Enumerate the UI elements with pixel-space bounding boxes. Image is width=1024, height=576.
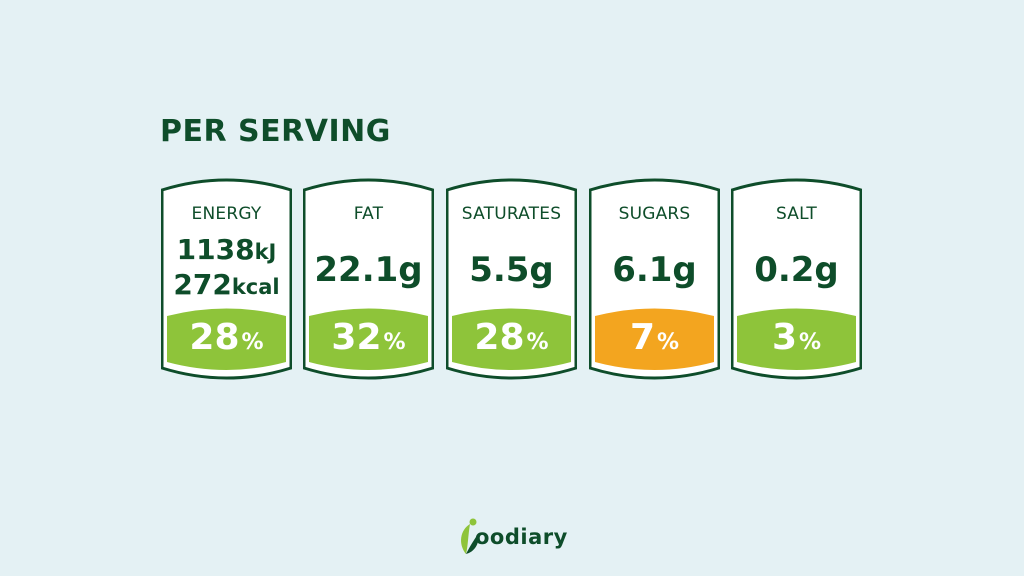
brand-logo: oodiary xyxy=(456,516,576,562)
percent-value: 3% xyxy=(771,317,822,358)
nutrient-card-sugars: SUGARS 6.1g 7% xyxy=(589,174,720,384)
nutrient-card-saturates: SATURATES 5.5g 28% xyxy=(446,174,577,384)
percent-value: 32% xyxy=(331,317,406,358)
percent-value: 28% xyxy=(474,317,549,358)
nutrient-value: 5.5g xyxy=(469,250,554,290)
nutrient-label: FAT xyxy=(353,204,384,224)
page-title: PER SERVING xyxy=(160,114,391,149)
nutrient-value: 6.1g xyxy=(612,250,697,290)
nutrient-value: 0.2g xyxy=(754,250,839,290)
card-shape xyxy=(589,178,720,380)
nutrient-card-energy: ENERGY 1138kJ 272kcal 28% xyxy=(161,174,292,384)
card-shape xyxy=(446,178,577,380)
card-shape xyxy=(161,178,292,380)
nutrient-card-fat: FAT 22.1g 32% xyxy=(303,174,434,384)
nutrient-label: SUGARS xyxy=(618,204,691,224)
energy-kcal: 272kcal xyxy=(173,268,280,301)
nutrient-value: 22.1g xyxy=(314,250,423,290)
brand-name: oodiary xyxy=(475,525,568,549)
card-shape xyxy=(731,178,862,380)
percent-value: 28% xyxy=(189,317,264,358)
nutrient-label: ENERGY xyxy=(191,204,262,224)
energy-kj: 1138kJ xyxy=(176,233,277,266)
nutrient-label: SALT xyxy=(775,204,818,224)
card-shape xyxy=(303,178,434,380)
percent-value: 7% xyxy=(629,317,680,358)
nutrient-card-salt: SALT 0.2g 3% xyxy=(731,174,862,384)
nutrient-label: SATURATES xyxy=(461,204,562,224)
leaf-person-icon xyxy=(461,518,479,554)
